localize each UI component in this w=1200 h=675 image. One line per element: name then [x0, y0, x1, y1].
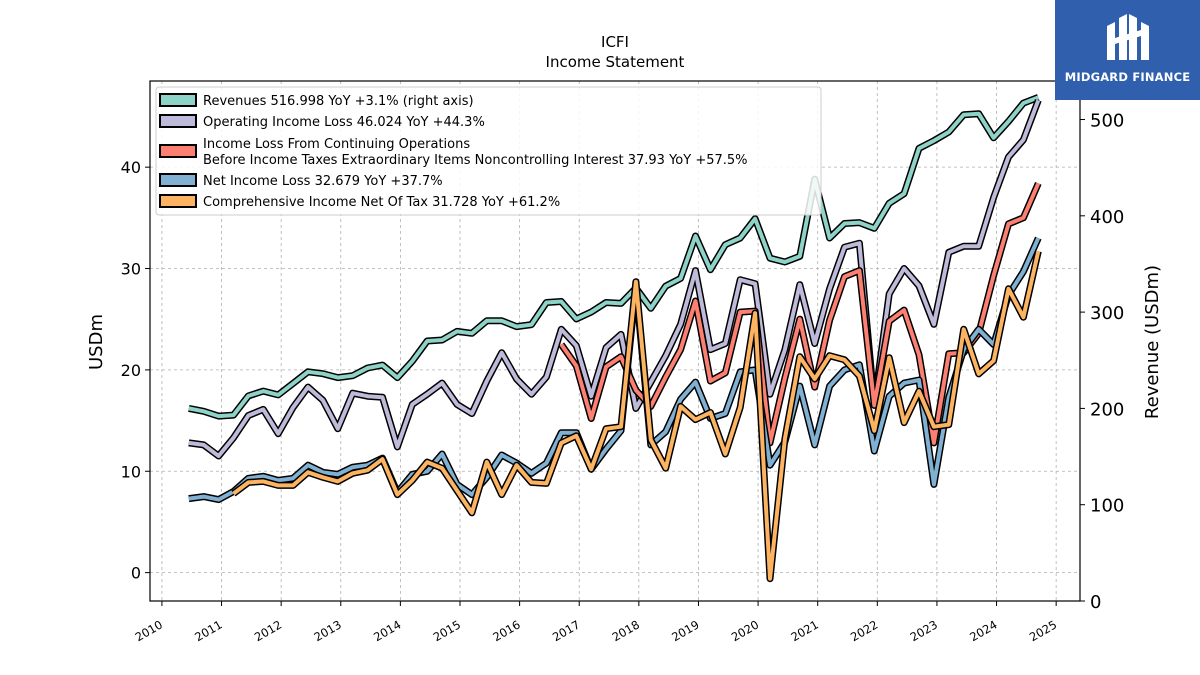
chart-title: ICFI [601, 33, 629, 51]
y-tick-label-left: 0 [131, 564, 141, 583]
x-tick-label: 2016 [490, 617, 522, 644]
chart-subtitle: Income Statement [546, 53, 685, 71]
x-tick-label: 2023 [908, 617, 940, 644]
brand-logo: MIDGARD FINANCE [1055, 0, 1200, 100]
x-tick-label: 2025 [1027, 617, 1059, 644]
series-line-operating-income-loss [188, 99, 1041, 458]
y-tick-label-right: 0 [1090, 592, 1101, 613]
legend-swatch [159, 173, 197, 187]
plot-frame [149, 80, 1081, 602]
x-tick-label: 2012 [252, 617, 284, 644]
x-tick-label: 2011 [192, 617, 224, 644]
x-tick-label: 2020 [729, 617, 761, 644]
x-tick-label: 2022 [848, 617, 880, 644]
y-axis-label-right: Revenue (USDm) [1142, 265, 1163, 419]
legend: Revenues 516.998 YoY +3.1% (right axis) O… [155, 86, 822, 216]
x-tick-label: 2021 [788, 617, 820, 644]
x-tick-label: 2018 [610, 617, 642, 644]
legend-swatch [159, 93, 197, 107]
legend-label: Comprehensive Income Net Of Tax 31.728 Y… [203, 195, 560, 210]
legend-label: Operating Income Loss 46.024 YoY +44.3% [203, 115, 485, 130]
x-tick-label: 2024 [967, 617, 999, 644]
legend-swatch [159, 114, 197, 128]
y-tick-label-right: 500 [1090, 111, 1124, 132]
x-tick-label: 2019 [669, 617, 701, 644]
y-tick-label-left: 20 [121, 361, 141, 380]
y-tick-label-right: 100 [1090, 496, 1124, 517]
y-tick-label-left: 10 [121, 462, 141, 481]
series-line-revenues [188, 95, 1040, 419]
x-tick-label: 2017 [550, 617, 582, 644]
y-tick-label-right: 200 [1090, 399, 1124, 420]
y-tick-label-left: 30 [121, 260, 141, 279]
legend-label: Revenues 516.998 YoY +3.1% (right axis) [203, 94, 474, 109]
legend-label: Net Income Loss 32.679 YoY +37.7% [203, 174, 443, 189]
logo-mark-icon [1107, 14, 1149, 60]
x-tick-label: 2013 [312, 617, 344, 644]
legend-label: Income Loss From Continuing Operations [203, 137, 470, 152]
series-lines [188, 94, 1042, 583]
series-line-comprehensive-income-net-of-tax [232, 250, 1041, 581]
x-tick-label: 2010 [133, 617, 165, 644]
x-tick-label: 2014 [371, 617, 403, 644]
y-axis-label-left: USDm [86, 314, 107, 370]
x-tick-label: 2015 [431, 617, 463, 644]
legend-swatch [159, 144, 197, 158]
y-tick-label-right: 400 [1090, 207, 1124, 228]
y-tick-label-left: 40 [121, 158, 141, 177]
y-tick-label-right: 300 [1090, 303, 1124, 324]
legend-swatch [159, 194, 197, 208]
legend-label: Before Income Taxes Extraordinary Items … [203, 153, 748, 168]
